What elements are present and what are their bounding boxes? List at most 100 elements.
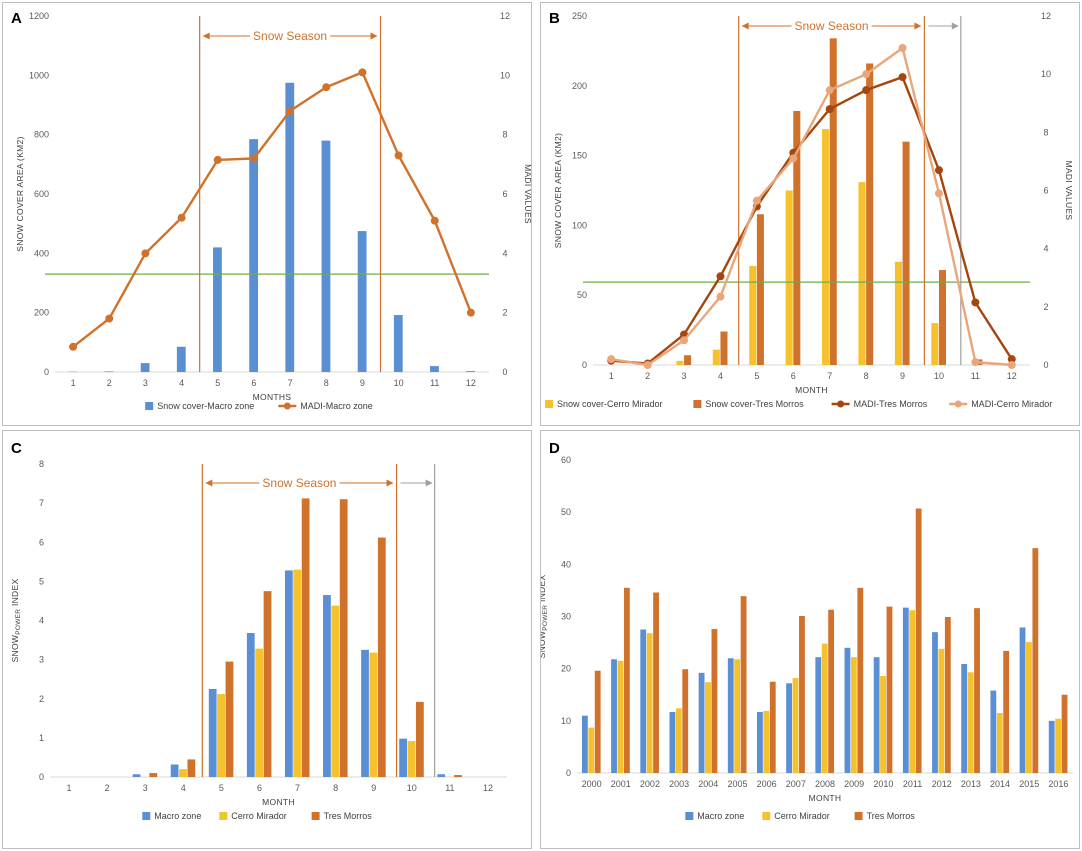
legend-swatch-bar	[219, 812, 228, 820]
y-tick-label: 6	[39, 537, 44, 547]
x-tick-label: 2	[645, 371, 650, 381]
bar-tres-morros	[740, 596, 747, 773]
y-tick-label: 0	[566, 768, 571, 778]
y-tick-label: 0	[582, 360, 587, 370]
bar-cerro-mirador	[996, 713, 1003, 773]
x-tick-label: 2	[107, 378, 112, 388]
bar-macro-zone	[990, 690, 997, 773]
legend-swatch-bar	[545, 400, 553, 408]
line-madi-cerro-mirador-point	[971, 358, 980, 367]
x-tick-label: 2010	[873, 779, 893, 789]
y2-tick-label: 8	[502, 130, 507, 140]
x-tick-label: 5	[215, 378, 220, 388]
line-madi-macro-zone-point	[249, 154, 258, 163]
season-arrowhead-left	[741, 22, 749, 30]
bar-cerro-mirador	[880, 675, 886, 773]
bar-tres-morros	[623, 587, 630, 773]
x-tick-label: 2005	[727, 779, 747, 789]
bar-snow-cover-cerro-mirador	[822, 129, 830, 365]
x-tick-label: 6	[257, 783, 262, 793]
x-axis-title: MONTHS	[253, 392, 292, 402]
bar-snow-cover-cerro-mirador	[676, 360, 684, 365]
legend-swatch-bar	[693, 400, 702, 408]
bar-macro-zone	[669, 711, 676, 773]
y-tick-label: 5	[39, 576, 44, 586]
bar-cerro-mirador	[588, 727, 595, 773]
panel-letter: B	[549, 10, 560, 27]
y-tick-label: 0	[39, 772, 44, 782]
x-tick-label: 10	[394, 378, 404, 388]
season-arrowhead-left	[202, 32, 210, 40]
bar-cerro-mirador	[938, 648, 945, 773]
bar-cerro-mirador	[255, 648, 264, 777]
bar-snow-cover-macro-zone	[249, 139, 259, 372]
x-tick-label: 12	[483, 783, 493, 793]
bar-snow-cover-macro-zone	[176, 346, 186, 372]
y2-tick-label: 0	[502, 367, 507, 377]
y-tick-label: 1000	[29, 70, 49, 80]
x-tick-label: 2009	[844, 779, 864, 789]
x-tick-label: 2007	[786, 779, 806, 789]
x-tick-label: 11	[445, 783, 454, 793]
bar-cerro-mirador	[369, 652, 378, 777]
y2-tick-label: 2	[1043, 302, 1048, 312]
line-madi-macro-zone-point	[177, 213, 186, 222]
bar-macro-zone	[1048, 720, 1055, 773]
chart-panel-b: B 0 50 100 150 200 250 0 2 4 6 8 10 12 1 2 3 4 5 6 7 8 9 10 11 12…	[540, 2, 1080, 426]
legend-item-label: Snow cover-Cerro Mirador	[557, 399, 663, 409]
bar-snow-cover-macro-zone	[466, 371, 476, 372]
bar-macro-zone	[698, 672, 705, 773]
bar-tres-morros	[828, 609, 835, 773]
x-tick-label: 2014	[990, 779, 1010, 789]
bar-cerro-mirador	[792, 678, 799, 773]
bar-tres-morros	[225, 661, 234, 777]
bar-tres-morros	[187, 759, 196, 777]
panel-letter: A	[11, 10, 22, 27]
y-tick-label: 800	[34, 130, 49, 140]
bar-cerro-mirador	[734, 659, 741, 773]
y-tick-label: 600	[34, 189, 49, 199]
bar-tres-morros	[886, 606, 893, 773]
line-madi-macro-zone-point	[105, 314, 114, 323]
x-tick-label: 10	[407, 783, 417, 793]
x-tick-label: 2015	[1019, 779, 1039, 789]
bar-snow-cover-tres-morros	[793, 110, 801, 365]
line-madi-macro-zone-point	[394, 151, 403, 160]
bar-macro-zone	[757, 711, 763, 773]
legend: Snow cover-Cerro Mirador Snow cover-Tres …	[545, 399, 1052, 409]
bar-cerro-mirador	[967, 672, 974, 773]
bar-cerro-mirador	[850, 657, 857, 773]
legend: Snow cover-Macro zone MADI-Macro zone	[145, 401, 373, 411]
legend-item-label: Tres Morros	[867, 811, 916, 821]
bar-tres-morros	[454, 775, 462, 777]
x-tick-label: 2	[105, 783, 110, 793]
bar-snow-cover-cerro-mirador	[749, 265, 757, 365]
line-madi-tres-morros-point	[898, 73, 907, 82]
y2-tick-label: 0	[1043, 360, 1048, 370]
line-madi-cerro-mirador-point	[898, 43, 907, 52]
x-axis-title: MONTH	[262, 797, 295, 807]
season-label: Snow Season	[262, 476, 336, 490]
bar-snow-cover-tres-morros	[829, 38, 837, 365]
legend-swatch-bar	[685, 812, 694, 820]
line-madi-tres-morros-point	[862, 86, 871, 95]
bar-macro-zone	[132, 774, 141, 777]
chart-panel-a: A 0 200 400 600 800 1000 1200 0 2 4 6 8 10 12 1 2 3 4 5 6 7 8 9…	[2, 2, 533, 426]
y2-axis-title: MADI VALUES	[1064, 161, 1074, 221]
x-tick-label: 8	[333, 783, 338, 793]
legend-item-label: Cerro Mirador	[774, 811, 830, 821]
x-tick-label: 11	[971, 371, 980, 381]
x-tick-label: 11	[430, 378, 439, 388]
chart-panel-d: D 0 10 20 30 40 50 60 2000 2001 2002 2003 2004 2005 20…	[540, 430, 1080, 849]
bar-tres-morros	[301, 498, 310, 777]
bar-macro-zone	[611, 659, 617, 773]
bar-macro-zone	[961, 663, 968, 773]
bar-tres-morros	[711, 629, 718, 773]
line-madi-macro-zone-point	[213, 155, 222, 164]
y-tick-label: 2	[39, 694, 44, 704]
bar-macro-zone	[208, 688, 217, 777]
legend-item-label: Tres Morros	[324, 811, 373, 821]
line-madi-cerro-mirador-point	[643, 361, 652, 369]
bar-macro-zone	[932, 632, 938, 773]
x-tick-label: 2001	[611, 779, 631, 789]
